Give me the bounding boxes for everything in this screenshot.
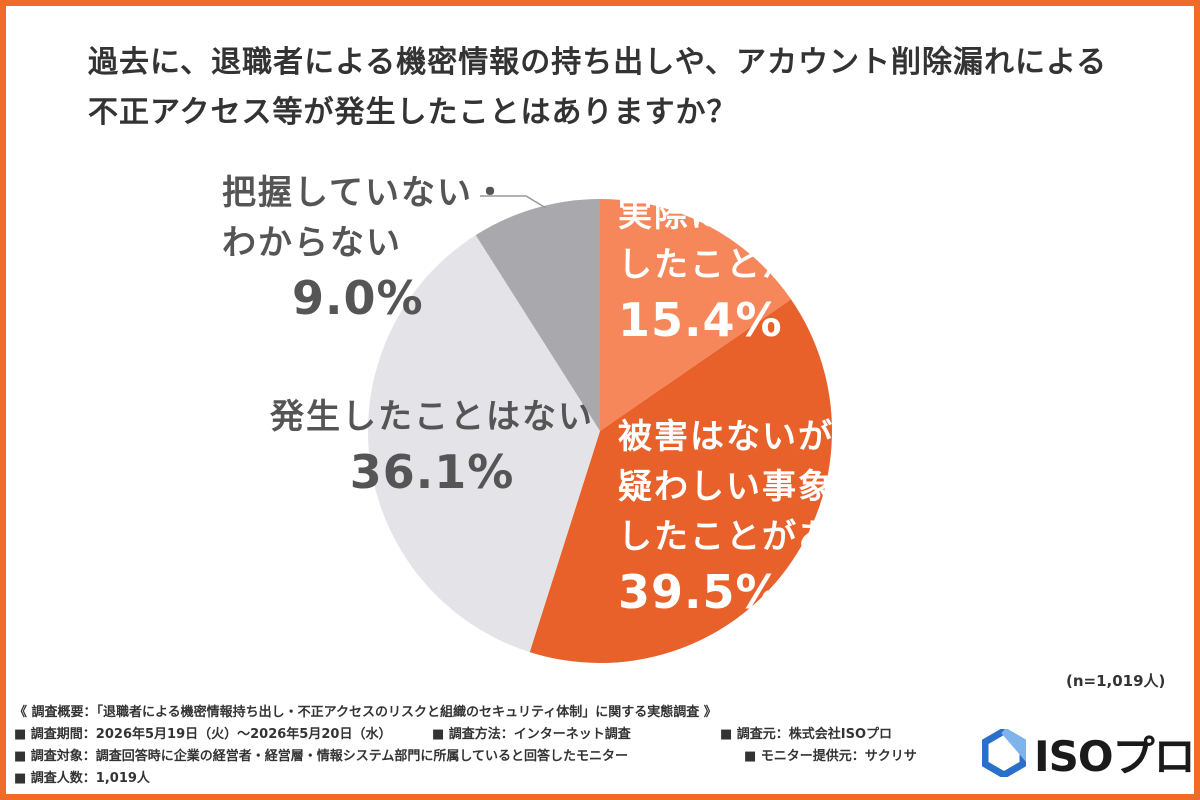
survey-count: ■ 調査人数：1,019人: [14, 771, 150, 786]
title-line-2: 不正アクセス等が発生したことはありますか？: [88, 95, 738, 130]
slice-label-line: 被害はないが、未遂や: [618, 417, 978, 457]
pie-slice-1: [529, 299, 832, 663]
slice-value: 36.1%: [349, 445, 515, 499]
slice-label-line: したことがある: [618, 245, 870, 285]
logo-text: ISOプロ: [1034, 731, 1196, 781]
chart-title: 過去に、退職者による機密情報の持ち出しや、アカウント削除漏れによる 不正アクセス…: [88, 38, 1148, 138]
slice-value: 39.5%: [618, 565, 783, 619]
survey-target: ■ 調査対象：調査回答時に企業の経営者・経営層・情報システム部門に所属していると…: [14, 749, 629, 764]
pie-slice-3: [475, 199, 600, 431]
slice-label-unknown: 把握していない・ わからない 9.0%: [222, 168, 509, 328]
slice-value: 15.4%: [618, 293, 783, 347]
survey-summary: 《 調査概要：「退職者による機密情報持ち出し・不正アクセスのリスクと組織のセキュ…: [14, 705, 717, 720]
survey-monitor: ■ モニター提供元：サクリサ: [744, 749, 917, 764]
leader-line: [480, 195, 547, 209]
pie-slice-0: [600, 199, 792, 431]
slice-label-none: 発生したことはない 36.1%: [270, 392, 594, 502]
slice-label-line: 実際に被害が発生: [618, 195, 906, 235]
slice-label-damage: 実際に被害が発生 したことがある 15.4%: [618, 190, 906, 350]
iso-pro-logo: ISOプロ: [982, 728, 1196, 781]
sample-size-note: (n=1,019人): [1066, 672, 1166, 690]
survey-footer: 《 調査概要：「退職者による機密情報持ち出し・不正アクセスのリスクと組織のセキュ…: [14, 702, 974, 790]
slice-label-near-miss: 被害はないが、未遂や 疑わしい事象が発生 したことがある 39.5%: [618, 412, 977, 622]
slice-label-line: 発生したことはない: [270, 397, 594, 437]
slice-label-line: わからない: [222, 223, 402, 263]
slice-label-line: したことがある: [618, 517, 870, 557]
pie-slice-2: [367, 235, 600, 653]
slice-label-line: 疑わしい事象が発生: [618, 467, 942, 507]
survey-period: ■ 調査期間：2026年5月19日（火）〜2026年5月20日（水）: [14, 727, 392, 742]
survey-method: ■ 調査方法：インターネット調査: [432, 727, 631, 742]
slice-label-line: 把握していない・: [222, 173, 509, 213]
survey-source: ■ 調査元：株式会社ISOプロ: [720, 727, 893, 742]
hexagon-logo-icon: [982, 729, 1026, 777]
slice-value: 9.0%: [292, 271, 424, 325]
title-line-1: 過去に、退職者による機密情報の持ち出しや、アカウント削除漏れによる: [88, 45, 1108, 80]
